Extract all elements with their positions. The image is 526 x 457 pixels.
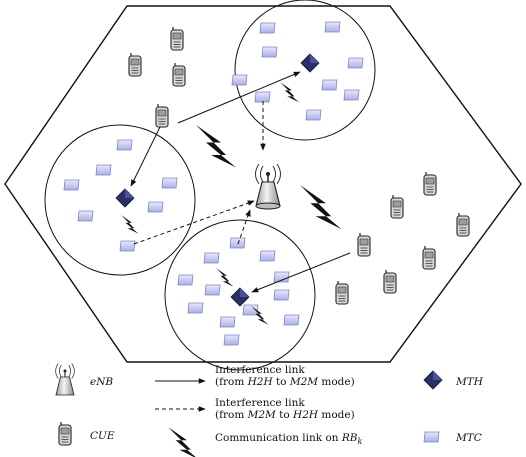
mth-left — [115, 188, 135, 208]
enb-tower-icon — [255, 163, 281, 210]
communication-bolt-top — [280, 82, 300, 103]
interference-m2m-link-2 — [133, 200, 255, 245]
legend-communication-text: Communication link on RBk — [215, 432, 363, 447]
legend-interference-m2m-text: Interference link (from M2M to H2H mode) — [215, 397, 355, 421]
communication-bolt-large-right — [300, 185, 342, 230]
legend-mtc-icon — [423, 431, 440, 443]
legend-enb-icon — [55, 363, 75, 396]
communication-bolt-large-left — [196, 125, 236, 168]
interference-h2h-link-1 — [177, 71, 301, 124]
legend-cue-label: CUE — [90, 430, 115, 442]
mtc-devices-top — [231, 21, 364, 121]
mth-bottom — [230, 287, 250, 307]
interference-h2h-link-2 — [130, 126, 161, 187]
legend-mtc-label: MTC — [456, 432, 482, 444]
communication-bolt-bottom-1 — [216, 268, 234, 287]
legend-bolt-icon — [168, 427, 199, 457]
cell-hexagon — [4, 5, 522, 363]
communication-bolt-left — [121, 215, 139, 234]
cluster-circle-top-right — [234, 0, 376, 141]
mth-top — [300, 53, 320, 73]
cue-devices — [128, 26, 470, 305]
legend-cue-icon — [58, 421, 72, 446]
legend-interference-h2h-text: Interference link (from H2H to M2M mode) — [215, 364, 355, 388]
interference-m2m-link-3 — [237, 209, 251, 245]
cluster-circle-bottom — [164, 219, 316, 371]
interference-h2h-link-3 — [251, 252, 351, 293]
legend-enb-label: eNB — [90, 376, 114, 388]
legend-mth-icon — [423, 370, 443, 390]
cluster-circle-left — [44, 124, 196, 276]
legend-mth-label: MTH — [456, 376, 483, 388]
